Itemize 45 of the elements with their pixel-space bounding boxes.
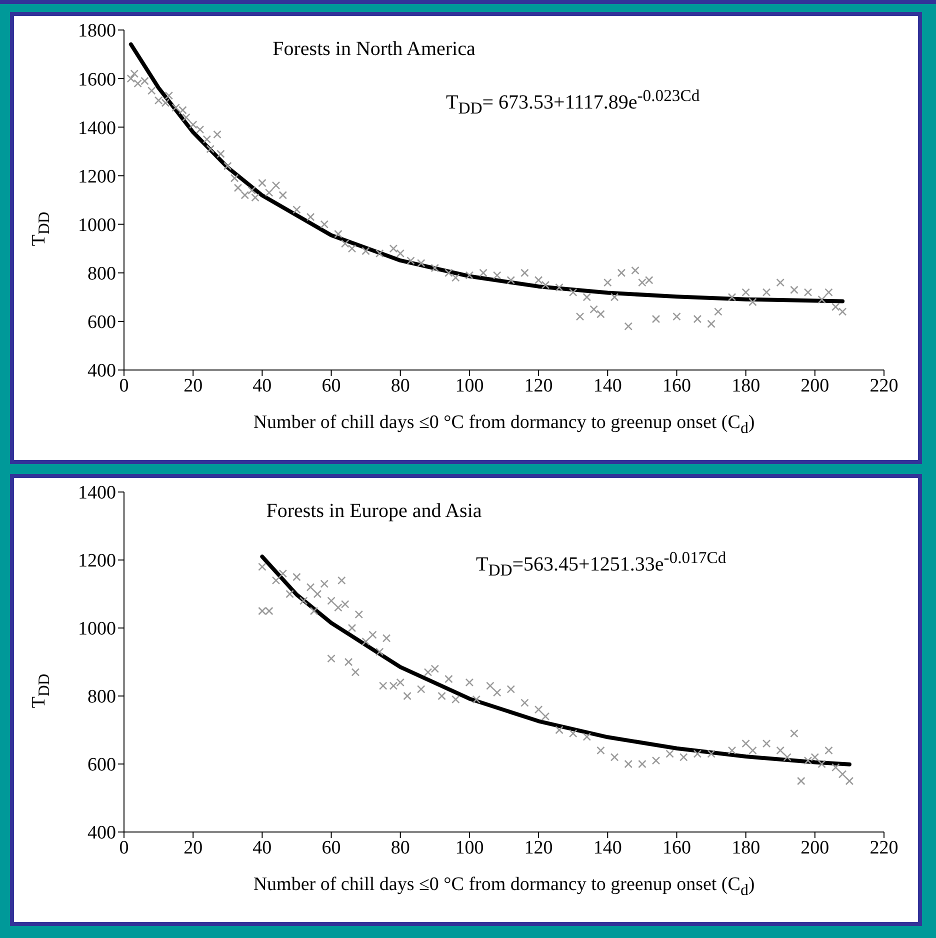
x-tick-label: 220 bbox=[870, 375, 898, 396]
y-tick-label: 1200 bbox=[78, 550, 116, 572]
y-tick-label: 600 bbox=[88, 754, 116, 776]
y-tick-label: 1000 bbox=[78, 618, 116, 640]
x-tick-label: 80 bbox=[390, 375, 410, 396]
x-tick-label: 100 bbox=[455, 837, 484, 858]
y-tick-label: 1800 bbox=[78, 20, 116, 42]
x-tick-label: 20 bbox=[184, 375, 203, 396]
x-tick-label: 40 bbox=[252, 837, 272, 858]
x-tick-label: 200 bbox=[800, 837, 830, 858]
y-tick-label: 1200 bbox=[78, 166, 116, 188]
x-tick-label: 120 bbox=[524, 375, 553, 396]
y-tick-label: 800 bbox=[88, 264, 116, 285]
annotation: T$_{DD}$= 673.53+1117.89e$^{-0.023Cd}$ bbox=[446, 86, 700, 119]
annotation: T$_{DD}$=563.45+1251.33e$^{-0.017Cd}$ bbox=[476, 548, 726, 581]
x-axis-title: Number of chill days ≤0 °C from dormancy to greenup onset (C$_{d}$) bbox=[252, 412, 756, 438]
x-tick-label: 140 bbox=[593, 837, 622, 858]
y-tick-label: 1400 bbox=[78, 118, 116, 139]
x-tick-label: 200 bbox=[800, 375, 830, 396]
x-tick-label: 80 bbox=[390, 837, 410, 858]
x-tick-label: 180 bbox=[732, 837, 760, 858]
x-tick-label: 60 bbox=[322, 375, 341, 396]
y-tick-label: 400 bbox=[88, 822, 116, 844]
x-tick-label: 60 bbox=[322, 837, 341, 858]
y-tick-label: 600 bbox=[88, 312, 116, 334]
x-tick-label: 0 bbox=[119, 375, 129, 396]
x-tick-label: 180 bbox=[732, 375, 760, 396]
y-tick-label: 1000 bbox=[78, 215, 116, 236]
x-tick-label: 160 bbox=[662, 837, 691, 858]
y-tick-label: 800 bbox=[88, 686, 116, 708]
x-tick-label: 40 bbox=[252, 375, 272, 396]
x-tick-label: 20 bbox=[184, 837, 203, 858]
chart-title: Forests in North America bbox=[272, 38, 476, 60]
chart-title: Forests in Europe and Asia bbox=[266, 500, 482, 522]
x-axis-title: Number of chill days ≤0 °C from dormancy to greenup onset (C$_{d}$) bbox=[252, 874, 756, 900]
x-tick-label: 160 bbox=[662, 375, 691, 396]
x-tick-label: 100 bbox=[455, 375, 484, 396]
y-tick-label: 1400 bbox=[78, 482, 116, 504]
x-tick-label: 140 bbox=[593, 375, 622, 396]
y-tick-label: 1600 bbox=[78, 69, 116, 90]
x-tick-label: 220 bbox=[870, 837, 898, 858]
line-series bbox=[128, 42, 845, 304]
y-tick-label: 400 bbox=[88, 360, 116, 382]
x-tick-label: 0 bbox=[119, 837, 129, 858]
x-tick-label: 120 bbox=[524, 837, 553, 858]
